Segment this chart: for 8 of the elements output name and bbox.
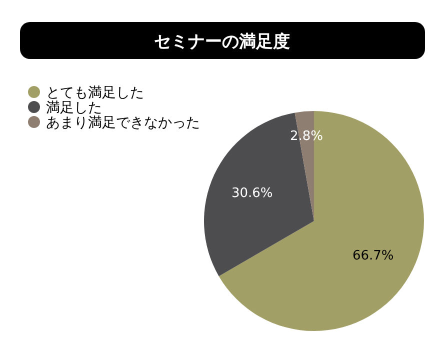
legend-label: とても満足した: [46, 84, 144, 101]
data-label: 30.6%: [231, 186, 273, 201]
data-label: 66.7%: [352, 248, 394, 264]
legend-label: あまり満足できなかった: [46, 114, 200, 131]
pie-slice: [218, 111, 424, 331]
legend-label: 満足した: [46, 100, 102, 116]
data-label: 2.8%: [290, 129, 323, 144]
chart-title: セミナーの満足度: [154, 32, 290, 52]
